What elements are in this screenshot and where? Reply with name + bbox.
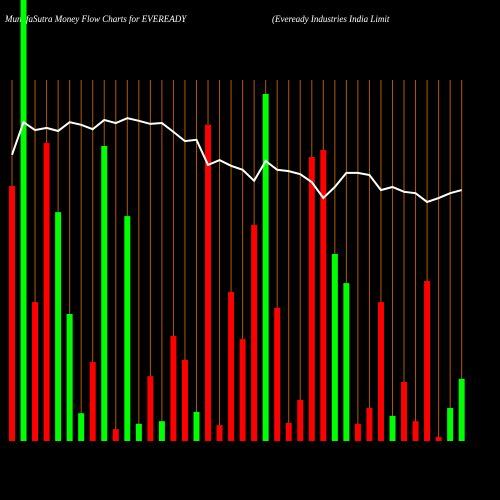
- bar: [412, 421, 419, 441]
- bar: [32, 302, 39, 441]
- bar: [447, 407, 454, 441]
- bar: [9, 186, 15, 441]
- bar: [424, 280, 431, 441]
- bar: [205, 124, 212, 441]
- bar: [308, 156, 315, 441]
- bar: [66, 313, 73, 441]
- bar: [401, 381, 408, 441]
- chart-subtitle: (Eveready Industries India Limit: [272, 14, 390, 24]
- bar: [366, 407, 373, 441]
- bar: [124, 216, 131, 441]
- bar: [170, 336, 177, 441]
- bar: [320, 149, 327, 441]
- bar: [377, 302, 384, 441]
- bar: [43, 142, 50, 441]
- bar: [354, 423, 361, 441]
- bar: [343, 283, 350, 441]
- bar: [181, 359, 188, 441]
- bar: [331, 254, 338, 441]
- bar: [135, 423, 142, 441]
- bar: [158, 421, 165, 441]
- bar: [239, 339, 246, 441]
- bar: [89, 362, 96, 441]
- bar: [78, 413, 85, 441]
- bar: [112, 429, 119, 441]
- money-flow-line: [11, 117, 462, 204]
- bar: [193, 411, 200, 441]
- bar: [101, 145, 108, 441]
- bar: [251, 224, 258, 441]
- bar: [458, 378, 465, 441]
- bar: [262, 93, 269, 442]
- bar: [228, 291, 235, 441]
- bar: [297, 399, 304, 441]
- bar: [389, 415, 396, 441]
- bar: [285, 422, 292, 441]
- bar: [55, 212, 62, 441]
- bar: [216, 425, 223, 441]
- chart-title: MunafaSutra Money Flow Charts for EVEREA…: [4, 14, 187, 24]
- bar: [20, 0, 27, 441]
- bar: [435, 437, 442, 441]
- bar: [147, 376, 154, 441]
- bar: [274, 307, 281, 441]
